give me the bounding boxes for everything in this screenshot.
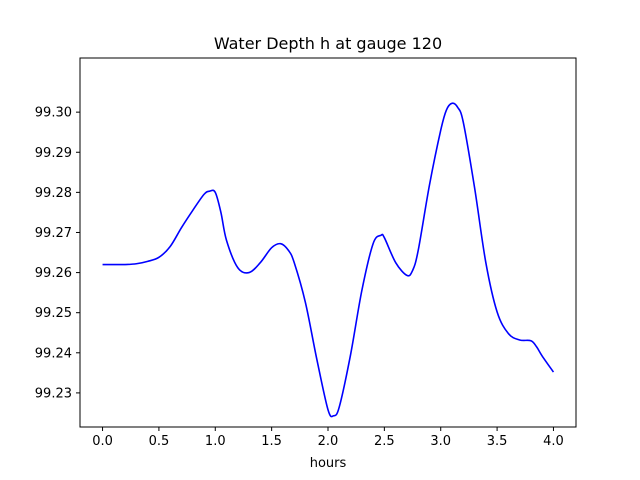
series-line-0	[102, 102, 555, 418]
x-tick-label: 2.0	[318, 434, 339, 449]
x-tick-label: 1.5	[261, 434, 282, 449]
x-tick-label: 3.5	[487, 434, 508, 449]
x-axis: 0.0 0.5 1.0 1.5 2.0 2.5 3.0 3.5 4.0	[92, 427, 564, 449]
y-tick-label: 99.25	[35, 306, 72, 321]
y-axis: 99.23 99.24 99.25 99.26 99.27 99.28 99.29 99.30	[35, 106, 80, 401]
x-axis-label: hours	[310, 456, 347, 471]
y-tick-label: 99.28	[35, 186, 72, 201]
plot-area	[102, 102, 555, 418]
chart-title: Water Depth h at gauge 120	[214, 34, 442, 53]
y-tick-label: 99.26	[35, 266, 72, 281]
plot-frame	[79, 57, 577, 428]
x-tick-label: 1.0	[205, 434, 226, 449]
y-tick-label: 99.27	[35, 226, 72, 241]
x-tick-label: 2.5	[374, 434, 395, 449]
y-tick-label: 99.29	[35, 146, 72, 161]
x-tick-label: 0.5	[149, 434, 170, 449]
y-tick-label: 99.30	[35, 106, 72, 121]
x-tick-label: 3.0	[430, 434, 451, 449]
y-tick-label: 99.23	[35, 386, 72, 401]
x-tick-label: 4.0	[543, 434, 564, 449]
y-tick-label: 99.24	[35, 346, 72, 361]
x-tick-label: 0.0	[92, 434, 113, 449]
